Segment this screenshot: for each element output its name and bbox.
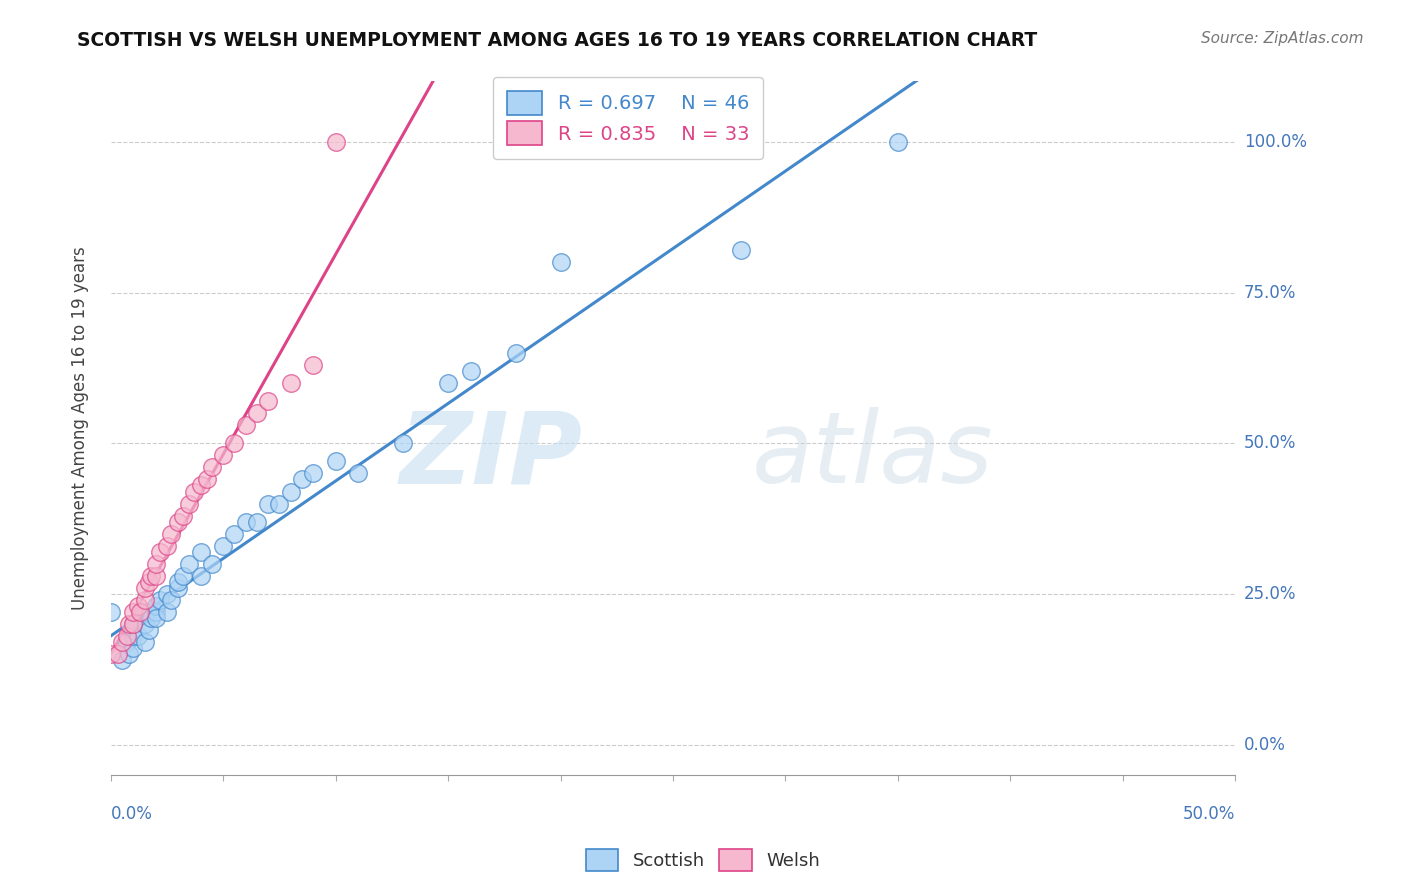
Point (141, 569, 163, 583)
Point (138, 574, 160, 589)
Point (730, 244, 752, 258)
Point (172, 508, 194, 523)
Point (134, 635, 156, 649)
Point (145, 605, 167, 619)
Point (550, 255, 572, 269)
Point (145, 599, 167, 613)
Point (257, 394, 280, 409)
Text: 0.0%: 0.0% (111, 805, 153, 823)
Point (118, 617, 141, 632)
Point (224, 526, 246, 541)
Point (122, 617, 145, 632)
Point (138, 624, 160, 638)
Point (291, 472, 314, 486)
Point (179, 497, 201, 511)
Point (100, 605, 122, 619)
Point (149, 593, 172, 607)
Text: Source: ZipAtlas.com: Source: ZipAtlas.com (1201, 31, 1364, 46)
Point (167, 581, 190, 595)
Point (122, 641, 145, 656)
Point (100, 648, 122, 662)
Point (179, 557, 201, 571)
Legend: Scottish, Welsh: Scottish, Welsh (579, 842, 827, 879)
Point (280, 484, 302, 499)
Point (141, 611, 163, 625)
Point (111, 653, 134, 667)
Point (134, 593, 156, 607)
Point (111, 635, 134, 649)
Point (167, 515, 190, 529)
Point (122, 617, 145, 632)
Point (201, 557, 224, 571)
Text: 50.0%: 50.0% (1182, 805, 1236, 823)
Text: ZIP: ZIP (401, 408, 583, 505)
Point (135, 605, 157, 619)
Text: SCOTTISH VS WELSH UNEMPLOYMENT AMONG AGES 16 TO 19 YEARS CORRELATION CHART: SCOTTISH VS WELSH UNEMPLOYMENT AMONG AGE… (77, 31, 1038, 50)
Point (235, 418, 257, 433)
Point (246, 515, 269, 529)
Point (160, 526, 183, 541)
Text: 0.0%: 0.0% (1244, 736, 1285, 754)
Point (156, 587, 179, 601)
Text: 75.0%: 75.0% (1244, 284, 1296, 301)
Point (347, 467, 370, 481)
Point (122, 605, 145, 619)
Point (505, 346, 527, 360)
Point (269, 497, 291, 511)
Point (156, 539, 179, 553)
Point (280, 376, 302, 390)
Point (246, 406, 269, 420)
Text: 100.0%: 100.0% (1244, 133, 1306, 151)
Point (129, 605, 152, 619)
Text: atlas: atlas (752, 408, 994, 505)
Point (127, 599, 149, 613)
Text: 25.0%: 25.0% (1244, 585, 1296, 603)
Point (160, 593, 183, 607)
Point (156, 605, 179, 619)
Point (145, 569, 167, 583)
Point (122, 629, 145, 643)
Point (212, 448, 235, 462)
Point (197, 472, 219, 486)
Point (172, 569, 194, 583)
Point (115, 629, 138, 643)
Point (887, 135, 910, 149)
Point (134, 617, 156, 632)
Point (392, 436, 415, 450)
Point (257, 497, 280, 511)
Point (134, 581, 156, 595)
Point (302, 467, 325, 481)
Point (149, 545, 172, 559)
Point (145, 557, 167, 571)
Point (325, 135, 347, 149)
Y-axis label: Unemployment Among Ages 16 to 19 years: Unemployment Among Ages 16 to 19 years (72, 246, 89, 610)
Point (460, 364, 482, 378)
Point (183, 484, 205, 499)
Point (190, 569, 212, 583)
Point (325, 454, 347, 468)
Point (302, 358, 325, 372)
Point (224, 436, 246, 450)
Point (167, 574, 190, 589)
Point (118, 648, 141, 662)
Point (437, 376, 460, 390)
Legend: R = 0.697    N = 46, R = 0.835    N = 33: R = 0.697 N = 46, R = 0.835 N = 33 (494, 78, 762, 159)
Point (235, 515, 257, 529)
Point (190, 545, 212, 559)
Point (122, 624, 145, 638)
Point (145, 611, 167, 625)
Point (107, 648, 129, 662)
Point (127, 629, 149, 643)
Point (212, 539, 235, 553)
Point (201, 460, 224, 475)
Point (115, 635, 138, 649)
Point (190, 478, 212, 492)
Text: 50.0%: 50.0% (1244, 434, 1296, 452)
